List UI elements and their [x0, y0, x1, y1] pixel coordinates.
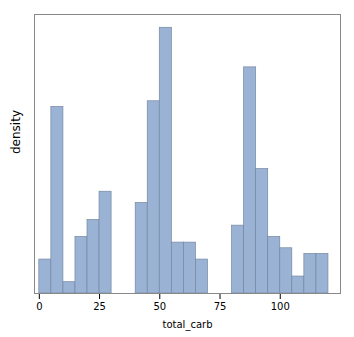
- svg-text:25: 25: [93, 301, 106, 312]
- svg-text:75: 75: [214, 301, 227, 312]
- svg-text:0: 0: [36, 301, 42, 312]
- svg-text:density: density: [9, 110, 23, 154]
- svg-text:100: 100: [271, 301, 290, 312]
- svg-text:total_carb: total_carb: [163, 319, 213, 331]
- svg-text:50: 50: [153, 301, 166, 312]
